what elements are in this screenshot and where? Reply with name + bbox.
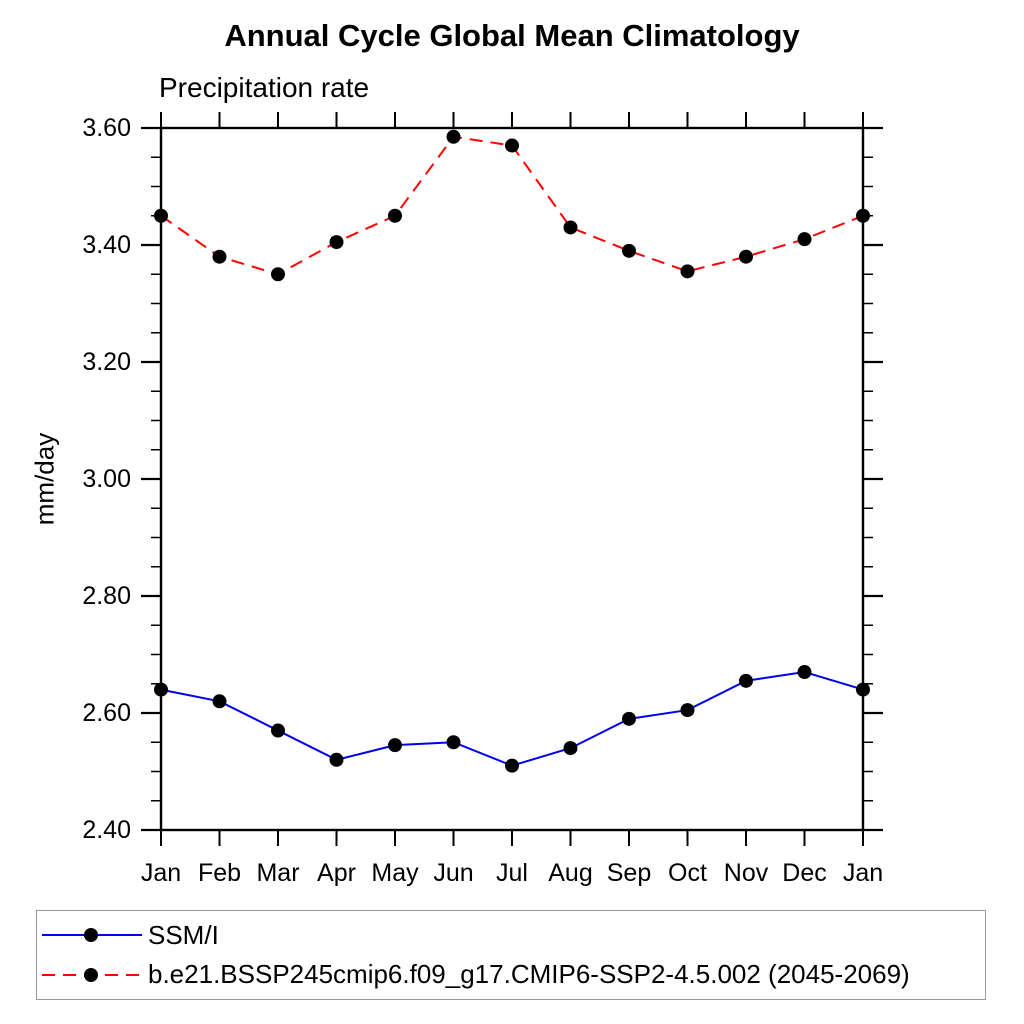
y-tick-label: 2.40 xyxy=(82,816,131,844)
data-point-marker xyxy=(680,703,695,718)
data-point-marker xyxy=(329,752,344,767)
chart-title: Annual Cycle Global Mean Climatology xyxy=(224,18,800,53)
x-tick-label: Jan xyxy=(843,859,883,887)
x-tick-label: Aug xyxy=(548,859,592,887)
data-point-marker xyxy=(622,243,636,258)
data-point-marker xyxy=(739,249,753,264)
data-point-marker xyxy=(446,735,461,750)
data-point-marker xyxy=(154,208,168,223)
data-point-marker xyxy=(505,138,519,153)
x-tick-label: Jul xyxy=(496,859,528,887)
x-tick-label: Feb xyxy=(198,859,241,887)
y-tick-label: 3.00 xyxy=(82,465,131,493)
data-point-marker xyxy=(212,694,227,709)
x-tick-label: Apr xyxy=(317,859,356,887)
data-point-marker xyxy=(388,738,402,753)
data-point-marker xyxy=(329,235,344,250)
data-point-marker xyxy=(622,711,636,726)
data-point-marker xyxy=(797,665,812,680)
data-point-marker xyxy=(856,682,870,697)
x-tick-label: Jun xyxy=(433,859,473,887)
data-point-marker xyxy=(680,264,695,279)
series-line-0 xyxy=(160,671,864,767)
x-tick-label: Dec xyxy=(782,859,826,887)
x-tick-label: Mar xyxy=(256,859,299,887)
legend-marker-dot xyxy=(84,928,98,943)
x-tick-label: Jan xyxy=(141,859,181,887)
data-point-marker xyxy=(388,208,402,223)
legend-line-sample-solid xyxy=(42,928,142,943)
y-axis-title: mm/day xyxy=(29,432,60,526)
legend-label-model: b.e21.BSSP245cmip6.f09_g17.CMIP6-SSP2-4.… xyxy=(148,959,910,990)
x-tick-label: May xyxy=(371,859,419,887)
data-point-marker xyxy=(505,758,519,773)
legend-entry-model: b.e21.BSSP245cmip6.f09_g17.CMIP6-SSP2-4.… xyxy=(41,959,985,990)
data-point-marker xyxy=(856,208,870,223)
data-point-marker xyxy=(271,267,285,282)
data-point-marker xyxy=(271,723,285,738)
x-tick-label: Sep xyxy=(607,859,651,887)
y-tick-label: 2.60 xyxy=(82,699,131,727)
data-point-marker xyxy=(446,129,461,144)
x-tick-label: Oct xyxy=(668,859,707,887)
legend-box: SSM/I b.e21.BSSP245cmip6.f09_g17.CMIP6-S… xyxy=(36,910,986,1000)
data-point-marker xyxy=(797,232,812,247)
y-tick-label: 2.80 xyxy=(82,582,131,610)
chart-subtitle: Precipitation rate xyxy=(159,72,370,103)
legend-label-ssmi: SSM/I xyxy=(148,919,219,950)
y-tick-label: 3.20 xyxy=(82,348,131,376)
y-tick-label: 3.60 xyxy=(82,114,131,142)
data-point-marker xyxy=(739,673,753,688)
data-point-marker xyxy=(212,249,227,264)
x-tick-label: Nov xyxy=(724,859,769,887)
legend-line-sample-dashed xyxy=(42,967,142,982)
series-line-1 xyxy=(160,135,864,276)
data-point-marker xyxy=(154,682,168,697)
legend-entry-ssmi: SSM/I xyxy=(41,920,985,950)
legend-marker-dot xyxy=(84,967,98,982)
y-tick-label: 3.40 xyxy=(82,231,131,259)
data-point-marker xyxy=(563,220,578,235)
data-point-marker xyxy=(563,741,578,756)
